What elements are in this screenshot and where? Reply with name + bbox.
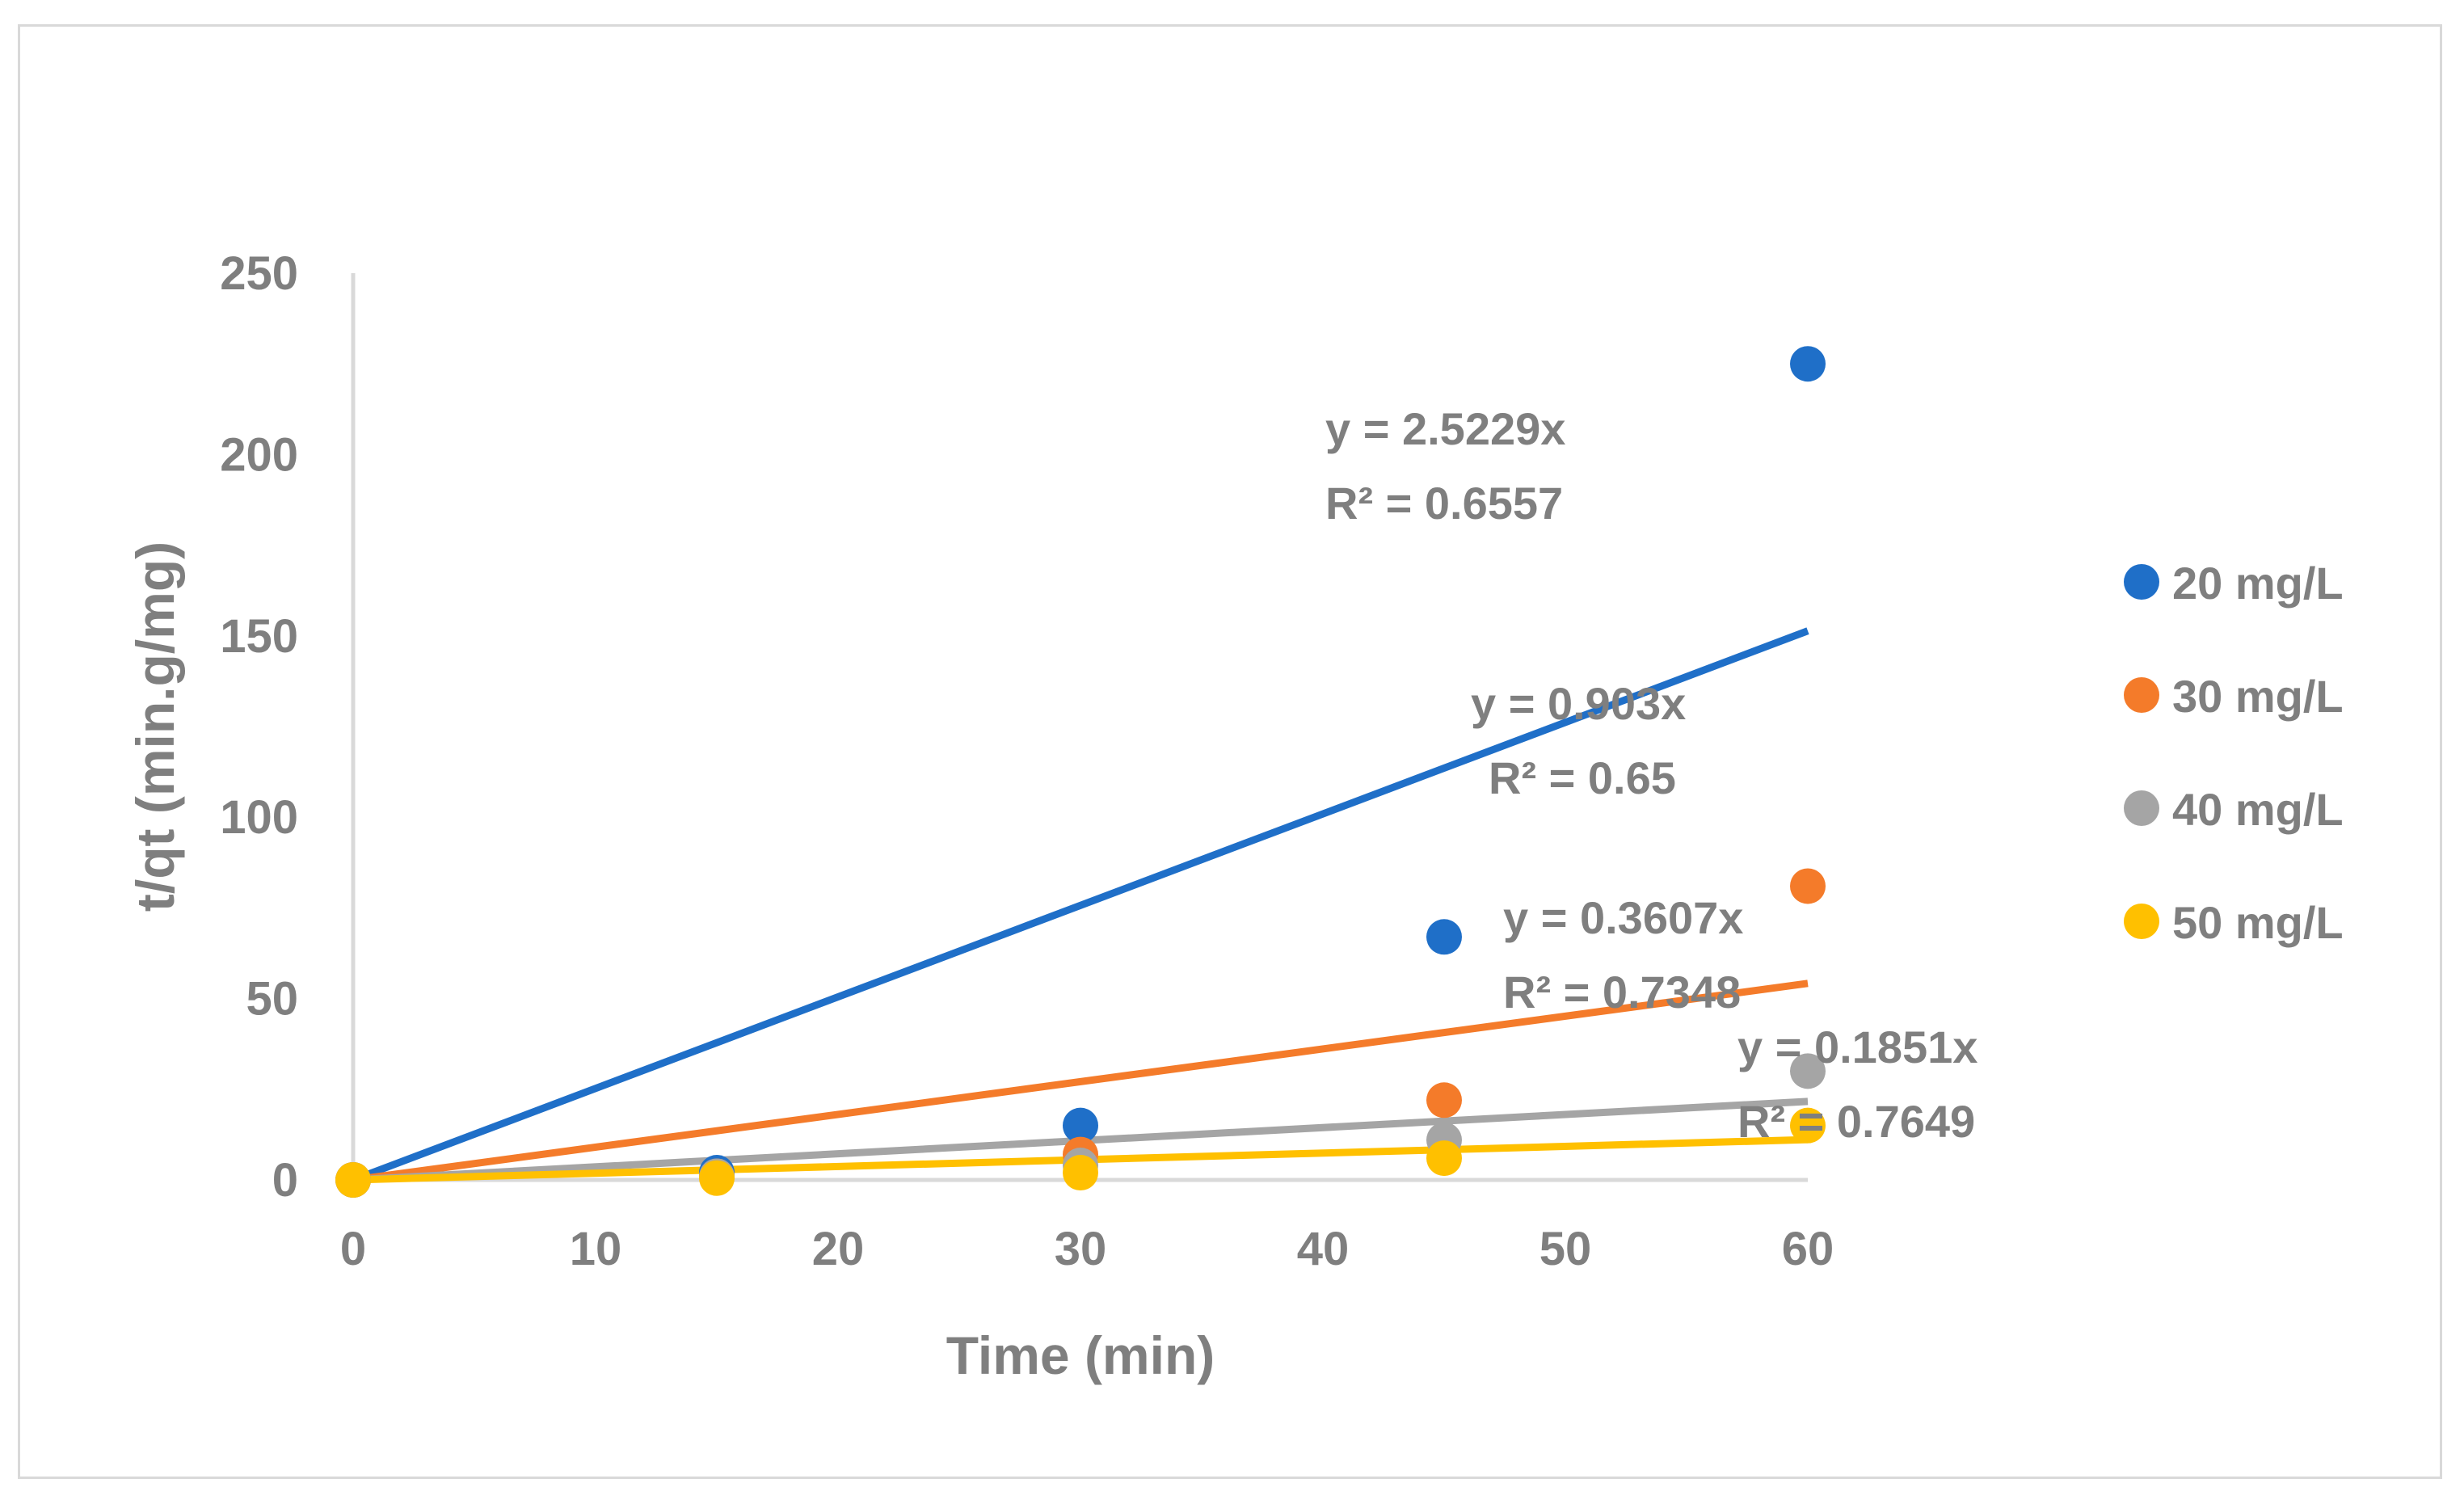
trendline-equation: y = 0.3607x — [1503, 892, 1743, 943]
x-tick-label: 60 — [1782, 1223, 1834, 1275]
y-tick-label: 50 — [246, 973, 298, 1026]
legend-label: 30 mg/L — [2172, 671, 2344, 722]
x-tick-label: 50 — [1539, 1223, 1592, 1275]
x-tick-label: 30 — [1055, 1223, 1107, 1275]
trendline-equation: y = 0.903x — [1471, 678, 1686, 729]
x-tick-label: 40 — [1297, 1223, 1350, 1275]
trendline-r2: R² = 0.6557 — [1325, 478, 1563, 529]
data-point — [1426, 919, 1462, 955]
data-point — [1426, 1140, 1462, 1177]
y-tick-label: 0 — [272, 1154, 298, 1207]
y-axis-title: t/qt (min.g/mg) — [125, 541, 185, 912]
trendline-r2: R² = 0.7649 — [1737, 1096, 1975, 1147]
axes: 0 10 20 30 40 50 60 0 50 100 150 200 250 — [220, 247, 1834, 1275]
data-point — [1790, 346, 1826, 382]
legend-marker — [2124, 677, 2159, 713]
trendline-r2: R² = 0.7348 — [1503, 967, 1741, 1017]
y-tick-label: 100 — [220, 791, 298, 844]
legend-label: 40 mg/L — [2172, 784, 2344, 835]
data-point — [1426, 1082, 1462, 1119]
data-point — [1790, 1107, 1826, 1144]
legend-marker — [2124, 564, 2159, 600]
data-point — [1790, 868, 1826, 904]
trendline-equation: y = 2.5229x — [1325, 403, 1565, 454]
y-tick-label: 150 — [220, 610, 298, 663]
x-axis-title: Time (min) — [946, 1325, 1215, 1385]
data-point — [1063, 1155, 1098, 1191]
trendline-r2: R² = 0.65 — [1489, 752, 1676, 803]
data-point — [335, 1162, 371, 1198]
trendline-equation: y = 0.1851x — [1737, 1022, 1978, 1072]
legend: 20 mg/L 30 mg/L 40 mg/L 50 mg/L — [2124, 558, 2344, 948]
y-tick-label: 200 — [220, 428, 298, 481]
chart-area — [18, 24, 2442, 1479]
trendline-labels: y = 2.5229x R² = 0.6557 y = 0.903x R² = 0.6… — [1325, 403, 1978, 1147]
trendline — [352, 627, 1809, 1184]
x-tick-label: 10 — [570, 1223, 622, 1275]
y-tick-label: 250 — [220, 247, 298, 300]
data-point — [1790, 1053, 1826, 1089]
data-points — [335, 346, 1826, 1198]
x-tick-label: 20 — [812, 1223, 865, 1275]
trendline — [352, 979, 1809, 1184]
x-tick-label: 0 — [340, 1223, 366, 1275]
data-point — [699, 1160, 735, 1196]
legend-marker — [2124, 790, 2159, 826]
data-point — [1063, 1107, 1098, 1144]
legend-marker — [2124, 904, 2159, 939]
legend-label: 20 mg/L — [2172, 558, 2344, 609]
legend-label: 50 mg/L — [2172, 897, 2344, 948]
